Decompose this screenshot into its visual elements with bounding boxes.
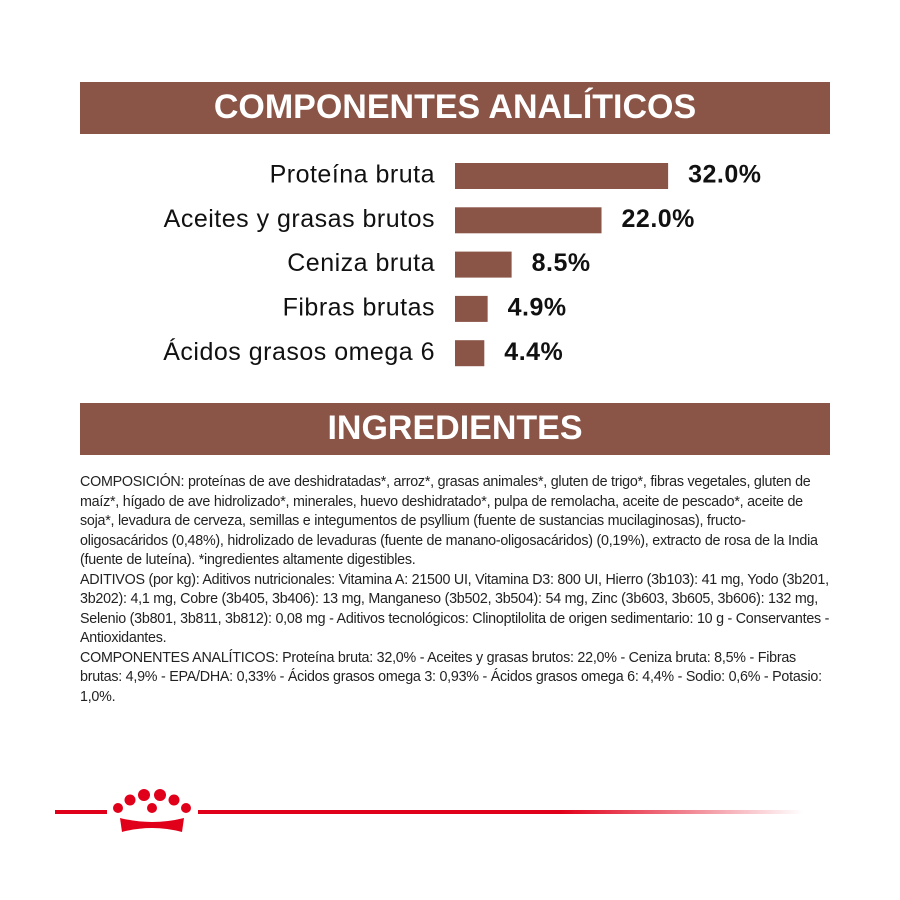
ingredients-paragraph: COMPONENTES ANALÍTICOS: Proteína bruta: …	[80, 649, 822, 705]
value-label: 32.0%	[688, 161, 761, 189]
bar	[455, 163, 669, 189]
category-label: Ceniza bruta	[287, 249, 435, 277]
header-band	[80, 82, 830, 134]
ingredients-paragraph: ADITIVOS (por kg): Aditivos nutricionale…	[80, 571, 830, 647]
category-label: Fibras brutas	[283, 294, 435, 322]
value-label: 8.5%	[532, 249, 591, 277]
value-label: 22.0%	[622, 205, 695, 233]
category-label: Ácidos grasos omega 6	[163, 337, 435, 366]
chart-title: COMPONENTES ANALÍTICOS	[214, 88, 696, 126]
category-label: Proteína bruta	[270, 161, 435, 189]
bar	[455, 207, 602, 234]
bar	[455, 340, 485, 367]
ingredients-text: COMPOSICIÓN: proteínas de ave deshidrata…	[80, 473, 832, 707]
header-band	[80, 403, 830, 455]
value-label: 4.4%	[504, 338, 563, 366]
bar	[455, 295, 488, 322]
ingredients-paragraph: COMPOSICIÓN: proteínas de ave deshidrata…	[80, 474, 818, 568]
value-label: 4.9%	[508, 294, 567, 322]
category-label: Aceites y grasas brutos	[164, 205, 435, 233]
logo	[55, 789, 803, 832]
bar	[455, 251, 512, 278]
ingredients-title: INGREDIENTES	[327, 409, 582, 447]
